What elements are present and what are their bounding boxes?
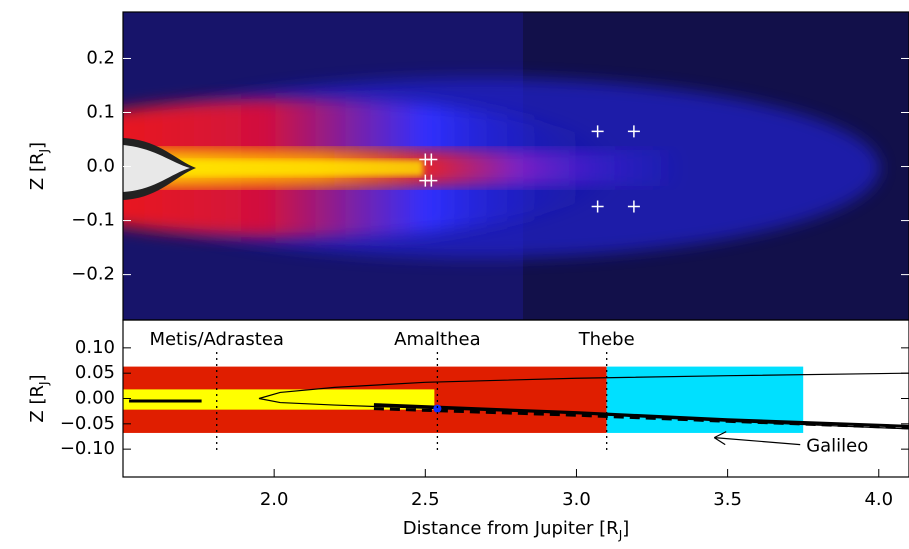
cross-marker	[425, 174, 438, 187]
axis-label-sub: J	[37, 381, 51, 386]
y-tick-label: 0.10	[75, 337, 115, 358]
y-tick-label: 0.2	[86, 47, 115, 68]
axis-label-text: Distance from Jupiter [R	[403, 518, 619, 539]
cross-marker	[627, 200, 640, 213]
axis-label-text: ]	[27, 142, 48, 149]
y-tick-label: −0.1	[71, 210, 115, 231]
trajectory	[373, 403, 909, 428]
x-tick-label: 3.5	[713, 489, 742, 510]
annotation-arrow	[713, 431, 801, 446]
cross-marker	[627, 125, 640, 138]
axis-label-text: Z [R	[27, 152, 48, 190]
moon-label: Metis/Adrastea	[149, 329, 284, 350]
axis-label: Z [RJ]	[27, 142, 51, 190]
ring-image	[123, 12, 909, 320]
cross-marker	[591, 125, 604, 138]
axis-label-text: ]	[622, 518, 629, 539]
y-tick-label: −0.10	[60, 438, 115, 459]
x-tick-label: 2.0	[260, 489, 289, 510]
x-tick-label: 4.0	[864, 489, 893, 510]
axis-label-text: ]	[27, 374, 48, 381]
moon-point	[433, 404, 442, 413]
x-tick-label: 3.0	[562, 489, 591, 510]
axis-label-text: Z [R	[27, 385, 48, 423]
x-tick-label: 2.5	[411, 489, 440, 510]
axis-label-sub: J	[618, 528, 623, 542]
moon-label: Amalthea	[394, 329, 480, 350]
axis-label: Distance from Jupiter [RJ]	[403, 518, 630, 542]
y-tick-label: −0.05	[60, 413, 115, 434]
ring-region	[123, 389, 435, 410]
axis-label-sub: J	[37, 149, 51, 154]
y-tick-label: −0.2	[71, 264, 115, 285]
y-tick-label: 0.1	[86, 102, 115, 123]
y-tick-label: 0.0	[86, 156, 115, 177]
y-tick-label: 0.05	[75, 362, 115, 383]
axis-label: Z [RJ]	[27, 374, 51, 422]
moon-label: Thebe	[578, 329, 635, 350]
y-tick-label: 0.00	[75, 388, 115, 409]
cross-marker	[425, 153, 438, 166]
schematic-area	[123, 366, 909, 433]
trajectory	[373, 407, 909, 430]
cross-marker	[591, 200, 604, 213]
annotation: Galileo	[806, 436, 868, 457]
